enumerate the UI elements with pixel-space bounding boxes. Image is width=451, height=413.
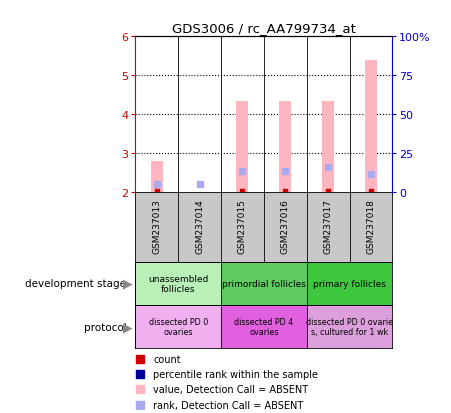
Text: GSM237015: GSM237015 bbox=[238, 198, 247, 253]
Bar bbox=[135, 262, 221, 305]
Text: ▶: ▶ bbox=[124, 277, 133, 290]
Bar bbox=[307, 305, 392, 348]
Text: dissected PD 4
ovaries: dissected PD 4 ovaries bbox=[234, 317, 294, 337]
Text: primordial follicles: primordial follicles bbox=[222, 279, 306, 288]
Text: rank, Detection Call = ABSENT: rank, Detection Call = ABSENT bbox=[153, 400, 304, 410]
Text: GSM237014: GSM237014 bbox=[195, 198, 204, 253]
Text: count: count bbox=[153, 354, 181, 364]
Text: development stage: development stage bbox=[25, 278, 126, 289]
Bar bbox=[365, 61, 377, 193]
Text: value, Detection Call = ABSENT: value, Detection Call = ABSENT bbox=[153, 385, 308, 394]
Text: GSM237016: GSM237016 bbox=[281, 198, 290, 253]
Text: dissected PD 0 ovarie
s, cultured for 1 wk: dissected PD 0 ovarie s, cultured for 1 … bbox=[306, 317, 393, 337]
Text: ▶: ▶ bbox=[124, 320, 133, 333]
Bar bbox=[135, 305, 221, 348]
Bar bbox=[307, 262, 392, 305]
Bar bbox=[221, 262, 307, 305]
Text: primary follicles: primary follicles bbox=[313, 279, 386, 288]
Bar bbox=[279, 101, 291, 193]
Title: GDS3006 / rc_AA799734_at: GDS3006 / rc_AA799734_at bbox=[172, 21, 356, 35]
Text: dissected PD 0
ovaries: dissected PD 0 ovaries bbox=[148, 317, 208, 337]
Bar bbox=[151, 161, 163, 193]
Text: protocol: protocol bbox=[83, 322, 126, 332]
Text: unassembled
follicles: unassembled follicles bbox=[148, 274, 208, 293]
Text: GSM237018: GSM237018 bbox=[367, 198, 375, 253]
Text: GSM237017: GSM237017 bbox=[324, 198, 332, 253]
Text: GSM237013: GSM237013 bbox=[152, 198, 161, 253]
Text: percentile rank within the sample: percentile rank within the sample bbox=[153, 369, 318, 380]
Bar bbox=[322, 101, 334, 193]
Bar bbox=[236, 101, 249, 193]
Bar bbox=[221, 305, 307, 348]
